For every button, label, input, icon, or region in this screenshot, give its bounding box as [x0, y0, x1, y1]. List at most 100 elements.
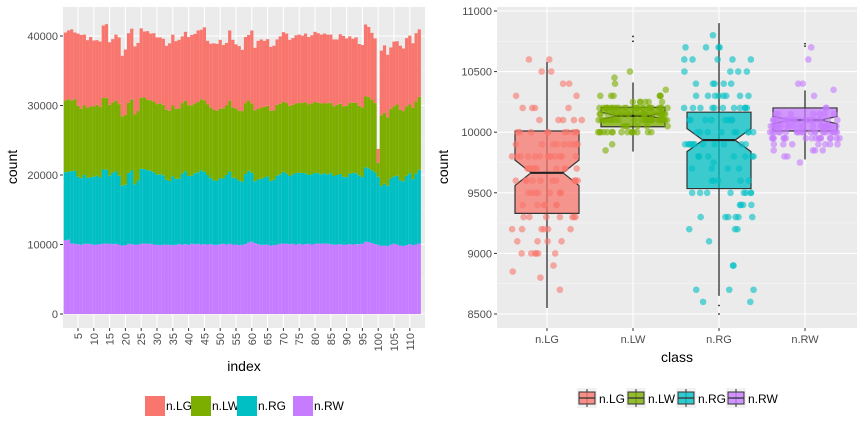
jitter-point — [794, 80, 802, 88]
jitter-point — [826, 134, 834, 142]
x-tick-label: 60 — [247, 333, 259, 345]
bar-n-lw — [240, 111, 244, 182]
bar-n-rg — [218, 178, 222, 245]
jitter-point — [809, 122, 817, 130]
bar-n-lw — [174, 108, 178, 179]
x-tick-label: 85 — [326, 333, 338, 345]
bar-n-lw — [79, 108, 83, 179]
x-tick-label: 100 — [373, 333, 385, 351]
bar-n-lg — [240, 49, 244, 112]
jitter-point — [747, 298, 754, 306]
x-tick-label: 55 — [231, 333, 243, 345]
bar-n-rg — [168, 180, 172, 245]
jitter-point — [714, 177, 722, 184]
bar-n-lg — [303, 33, 308, 103]
bar-n-rg — [281, 171, 286, 244]
bar-n-rg — [177, 178, 181, 245]
jitter-point — [630, 128, 637, 136]
outlier-point — [804, 45, 806, 48]
bar-n-rw — [108, 243, 112, 314]
bar-n-lw — [401, 111, 406, 182]
jitter-point — [790, 122, 798, 130]
bar-n-lg — [63, 32, 67, 101]
y-tick-label: 10000 — [461, 127, 492, 139]
bar-n-lg — [228, 30, 232, 101]
bar-n-rg — [332, 176, 336, 245]
bar-n-lg — [202, 27, 207, 101]
jitter-point — [549, 141, 557, 148]
bar-n-rg — [187, 176, 191, 245]
bar-n-rw — [164, 244, 169, 314]
jitter-point — [743, 68, 751, 75]
bar-n-rg — [85, 177, 90, 244]
bar-n-lw — [272, 110, 276, 180]
jitter-point — [525, 189, 532, 197]
bar-n-rw — [373, 244, 377, 314]
bar-n-lw — [98, 106, 102, 178]
bar-n-rg — [408, 173, 412, 245]
jitter-point — [656, 92, 664, 100]
bar-n-lg — [357, 43, 361, 106]
bar-n-lw — [354, 102, 358, 174]
jitter-point — [834, 141, 841, 148]
bar-n-rw — [199, 244, 203, 314]
bar-n-lg — [395, 41, 399, 105]
bar-n-rg — [70, 171, 74, 244]
bar-n-rg — [307, 175, 311, 244]
bar-n-rg — [313, 172, 317, 244]
bar-n-rw — [319, 243, 323, 314]
bar-n-rw — [335, 244, 339, 314]
legend-key-n-lw — [626, 388, 646, 408]
bar-n-lw — [275, 104, 279, 176]
bar-n-rw — [367, 242, 371, 314]
bar-n-lg — [114, 34, 118, 101]
jitter-point — [731, 225, 739, 233]
jitter-point — [604, 128, 611, 136]
jitter-point — [788, 116, 796, 124]
jitter-point — [544, 128, 551, 136]
bar-n-lg — [82, 34, 86, 106]
bar-n-lg — [405, 38, 409, 107]
jitter-point — [776, 128, 784, 136]
bar-n-lg — [142, 31, 146, 98]
bar-n-lg — [373, 38, 377, 104]
legend-label: n.RG — [258, 399, 286, 413]
bar-n-rw — [234, 244, 238, 314]
x-tick-label: 80 — [310, 333, 322, 345]
bar-n-rw — [382, 245, 387, 314]
bar-n-rg — [417, 169, 421, 244]
bar-n-rg — [411, 179, 415, 246]
jitter-point — [631, 116, 638, 124]
bar-n-rg — [149, 170, 153, 244]
jitter-point — [526, 213, 533, 221]
jitter-point — [815, 134, 823, 142]
bar-n-lg — [259, 39, 263, 108]
jitter-point — [527, 250, 535, 257]
jitter-point — [544, 237, 551, 245]
bar-n-rw — [177, 244, 181, 314]
jitter-point — [799, 80, 807, 88]
jitter-point — [793, 128, 801, 136]
x-tick-label: 105 — [389, 333, 401, 351]
bar-n-lg — [322, 33, 327, 104]
bar-n-rg — [256, 179, 260, 245]
bar-n-rw — [345, 244, 349, 314]
bar-n-rw — [209, 244, 213, 314]
bar-n-rw — [82, 243, 86, 314]
bar-n-lw — [101, 97, 105, 170]
jitter-point — [692, 286, 700, 294]
bar-n-lw — [171, 105, 175, 177]
bar-n-rg — [395, 175, 399, 245]
bar-n-rg — [319, 174, 323, 244]
jitter-point — [775, 122, 783, 130]
bar-n-rw — [329, 244, 333, 314]
bar-n-rw — [98, 244, 102, 314]
bar-n-lw — [341, 106, 346, 177]
bar-n-rw — [294, 244, 298, 314]
x-tick-label: 35 — [168, 333, 180, 345]
bar-n-lg — [193, 33, 197, 104]
bar-n-lw — [180, 103, 184, 174]
jitter-point — [704, 128, 711, 136]
jitter-point — [730, 104, 738, 112]
bar-n-rg — [202, 171, 207, 245]
